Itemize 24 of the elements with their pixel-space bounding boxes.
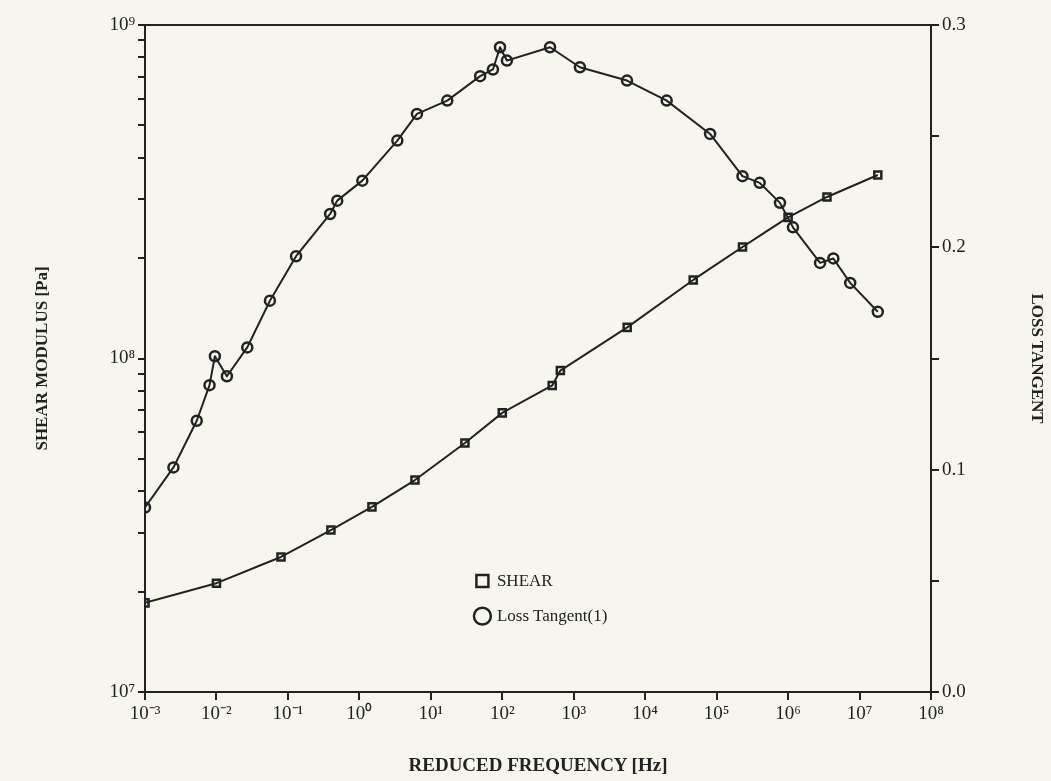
x-tick-label: 10¹ [418, 702, 444, 724]
y2-tick-label: 0.0 [942, 679, 966, 701]
x-tick-label: 10⁻³ [129, 702, 161, 724]
y2-tick-label: 0.3 [942, 12, 966, 34]
y2-tick-label: 0.1 [942, 457, 966, 479]
y-tick-label: 10⁷ [109, 679, 135, 701]
legend-label: SHEAR [496, 570, 554, 590]
y2-axis-title: LOSS TANGENT [1028, 293, 1048, 425]
y2-tick-label: 0.2 [942, 235, 966, 257]
x-axis-title: REDUCED FREQUENCY [Hz] [408, 753, 668, 775]
x-tick-label: 10⁷ [846, 702, 873, 724]
x-tick-label: 10⁻¹ [272, 702, 304, 724]
y-tick-label: 10⁸ [109, 346, 135, 368]
legend-label: Loss Tangent(1) [496, 605, 608, 625]
x-tick-label: 10³ [561, 702, 587, 724]
x-tick-label: 10² [489, 702, 515, 724]
x-tick-label: 10⁶ [775, 702, 801, 724]
y-tick-label: 10⁹ [109, 12, 136, 34]
y-axis-title: SHEAR MODULUS [Pa] [31, 266, 51, 451]
x-tick-label: 10⁸ [918, 702, 944, 724]
x-tick-label: 10⁵ [703, 702, 730, 724]
x-tick-label: 10⁰ [346, 702, 373, 724]
x-tick-label: 10⁻² [201, 702, 233, 724]
x-tick-label: 10⁴ [632, 702, 659, 724]
